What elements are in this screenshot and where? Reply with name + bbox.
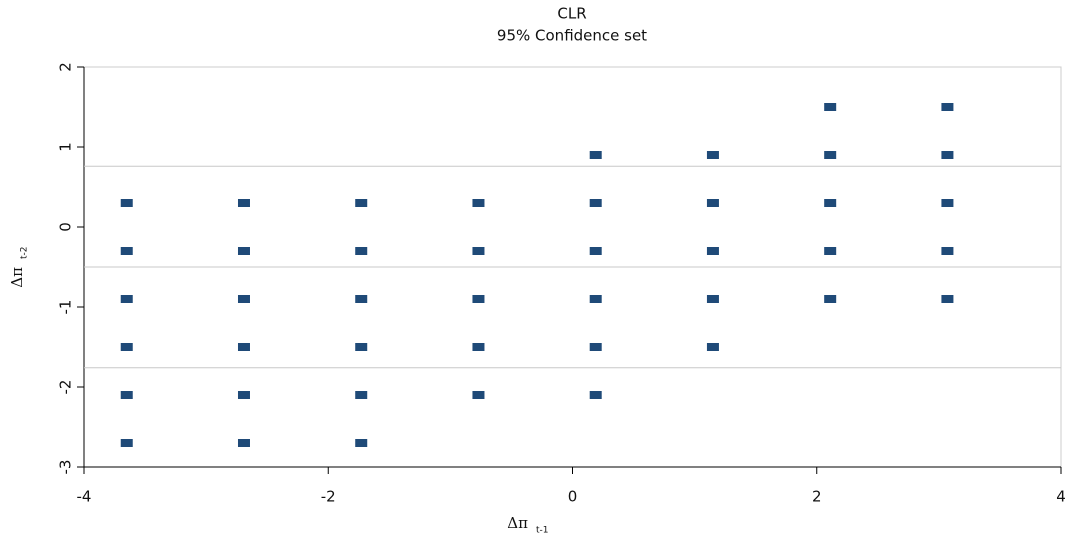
point	[472, 199, 485, 207]
y-tick-label: 1	[57, 142, 75, 152]
point	[237, 439, 250, 447]
point	[120, 343, 133, 351]
point	[472, 343, 485, 351]
y-axis-label-sub: t-2	[20, 246, 30, 259]
x-axis-label-sub: t-1	[536, 526, 549, 536]
point	[824, 247, 837, 255]
point	[237, 391, 250, 399]
x-tick-label: -4	[77, 488, 92, 506]
y-axis-label: Δπ	[8, 267, 26, 288]
point	[941, 103, 954, 111]
point	[824, 103, 837, 111]
y-tick-label: 0	[57, 222, 75, 232]
point	[355, 439, 368, 447]
point	[824, 295, 837, 303]
point	[355, 199, 368, 207]
x-tick-label: 4	[1056, 488, 1066, 506]
point	[706, 247, 719, 255]
point	[589, 151, 602, 159]
point	[941, 295, 954, 303]
point	[472, 247, 485, 255]
point	[941, 247, 954, 255]
y-tick-label: -1	[57, 300, 75, 315]
point	[120, 295, 133, 303]
chart-subtitle: 95% Confidence set	[497, 27, 647, 45]
y-tick-label: -2	[57, 380, 75, 395]
point	[941, 151, 954, 159]
point	[706, 295, 719, 303]
point	[355, 343, 368, 351]
point	[941, 199, 954, 207]
chart-title: CLR	[557, 5, 586, 23]
point	[120, 439, 133, 447]
point	[237, 343, 250, 351]
point	[589, 247, 602, 255]
point	[589, 343, 602, 351]
point	[355, 295, 368, 303]
point	[824, 199, 837, 207]
y-tick-label: -3	[57, 460, 75, 475]
point	[706, 199, 719, 207]
x-tick-label: 2	[812, 488, 822, 506]
point	[589, 199, 602, 207]
point	[706, 151, 719, 159]
x-axis-label: Δπ	[507, 514, 528, 532]
point	[120, 391, 133, 399]
point	[589, 391, 602, 399]
point	[355, 247, 368, 255]
point	[472, 391, 485, 399]
point	[472, 295, 485, 303]
point	[355, 391, 368, 399]
point	[706, 343, 719, 351]
point	[237, 247, 250, 255]
point	[120, 247, 133, 255]
point	[237, 295, 250, 303]
point	[237, 199, 250, 207]
x-tick-label: 0	[568, 488, 578, 506]
x-tick-label: -2	[321, 488, 336, 506]
y-tick-label: 2	[57, 62, 75, 72]
point	[824, 151, 837, 159]
point	[589, 295, 602, 303]
point	[120, 199, 133, 207]
